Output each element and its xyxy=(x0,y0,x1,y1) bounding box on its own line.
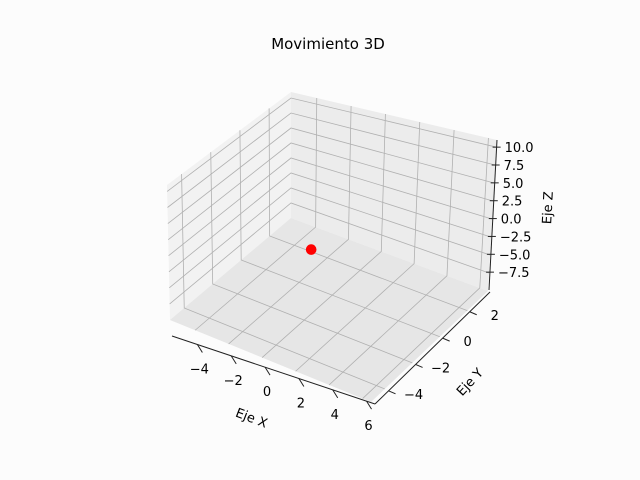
z-gridline xyxy=(169,187,491,289)
x-gridline xyxy=(261,113,386,358)
z-gridline xyxy=(168,172,492,273)
grid-lines xyxy=(166,97,497,399)
z-tick-label: −7.5 xyxy=(498,266,530,281)
y-tick-mark xyxy=(388,390,396,395)
pane-floor xyxy=(170,218,488,402)
z-gridline xyxy=(169,202,490,305)
x-gridline xyxy=(328,129,455,386)
y-tick-mark xyxy=(415,364,423,368)
y-axis-line xyxy=(374,291,491,405)
y-gridline xyxy=(239,130,440,338)
x-axis-line xyxy=(171,335,376,405)
x-tick-mark xyxy=(264,366,271,376)
x-tick-label: −4 xyxy=(190,363,209,378)
x-gridline xyxy=(228,105,352,345)
y-tick-label: −4 xyxy=(404,388,423,403)
z-tick-label: 5.0 xyxy=(503,177,524,192)
z-gridline xyxy=(167,127,495,224)
x-gridline xyxy=(194,97,318,331)
x-tick-mark xyxy=(196,344,203,353)
x-axis-ticks: −4 −2 0 2 4 6 xyxy=(190,344,373,434)
x-tick-label: 6 xyxy=(364,419,372,434)
data-point xyxy=(305,244,317,255)
y-tick-mark xyxy=(469,311,477,316)
z-tick-label: −5.0 xyxy=(499,248,531,263)
z-gridline xyxy=(167,142,494,240)
x-gridline xyxy=(295,121,421,372)
z-axis-ticks: 10.0 7.5 5.0 2.5 0.0 −2.5 −5.0 −7.5 xyxy=(485,141,534,281)
y-axis-ticks: −4 −2 0 2 xyxy=(388,309,499,403)
x-tick-mark xyxy=(366,400,372,410)
y-gridline xyxy=(181,174,385,390)
z-tick-label: 7.5 xyxy=(504,159,525,174)
y-tick-label: −2 xyxy=(431,361,450,376)
x-gridline xyxy=(362,137,489,399)
z-tick-label: 2.5 xyxy=(502,195,523,210)
x-tick-label: 2 xyxy=(297,397,305,412)
x-tick-label: 4 xyxy=(331,408,339,423)
z-tick-label: −2.5 xyxy=(500,230,532,245)
z-gridline xyxy=(167,112,496,208)
y-tick-label: 2 xyxy=(491,309,499,324)
z-gridline xyxy=(166,97,497,192)
y-tick-mark xyxy=(442,337,450,342)
chart-title: Movimiento 3D xyxy=(271,35,385,53)
z-tick-label: 0.0 xyxy=(501,213,522,228)
x-tick-mark xyxy=(332,389,339,399)
x-axis-label: Eje X xyxy=(233,406,269,432)
z-gridline xyxy=(168,157,493,257)
x-tick-mark xyxy=(230,355,237,365)
x-tick-label: −2 xyxy=(224,374,243,389)
y-gridline xyxy=(268,108,468,311)
z-axis-label: Eje Z xyxy=(540,191,557,225)
x-tick-mark xyxy=(298,378,305,387)
y-tick-label: 0 xyxy=(464,335,472,350)
y-gridline xyxy=(210,152,413,364)
z-tick-label: 10.0 xyxy=(505,141,534,156)
x-tick-label: 0 xyxy=(263,385,271,400)
data-points xyxy=(305,244,317,255)
y-axis-label: Eje Y xyxy=(454,366,487,400)
